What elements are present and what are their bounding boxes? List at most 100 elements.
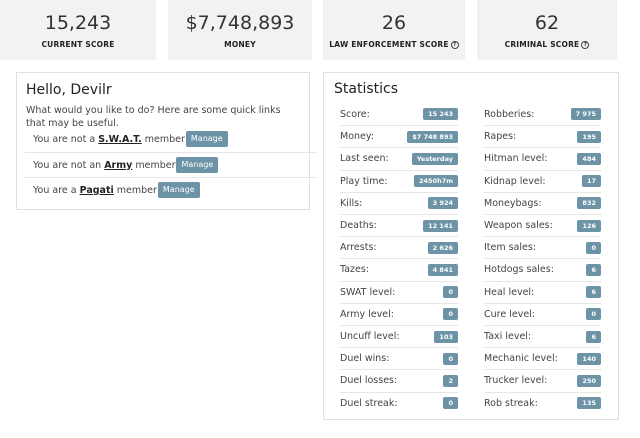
law-enforcement-score-label-wrap: LAW ENFORCEMENT SCORE?: [323, 40, 465, 49]
statistics-title: Statistics: [334, 81, 398, 97]
stat-value-badge: 103: [434, 330, 458, 343]
stat-row-rob-streak: Rob streak: 135: [484, 391, 601, 414]
stat-label: Kills:: [340, 197, 363, 209]
stat-label: Money:: [340, 131, 375, 143]
law-enforcement-score-card: 26 LAW ENFORCEMENT SCORE?: [323, 0, 465, 60]
stat-row-tazes: Tazes: 4 841: [340, 258, 458, 280]
manage-army-button[interactable]: Manage: [176, 157, 219, 173]
current-score-value: 15,243: [44, 12, 112, 34]
stat-row-hitman-level: Hitman level: 484: [484, 147, 601, 169]
stat-label: Rob streak:: [484, 397, 538, 409]
swat-link[interactable]: S.W.A.T.: [98, 133, 142, 145]
stat-value-badge: 2 626: [427, 241, 458, 254]
stat-value-badge: 195: [577, 130, 601, 143]
stat-label: Duel streak:: [340, 397, 398, 409]
stat-value-badge: 0: [443, 352, 458, 365]
statistics-panel: Statistics Score: 15 243 Money: $7 748 893 L…: [323, 72, 619, 420]
stat-row-uncuff-level: Uncuff level: 103: [340, 325, 458, 347]
stat-row-army-level: Army level: 0: [340, 302, 458, 325]
stat-value-badge: 135: [577, 397, 601, 410]
stat-row-kills: Kills: 3 924: [340, 191, 458, 214]
stat-value-badge: 12 141: [423, 219, 458, 232]
stat-label: Item sales:: [484, 242, 537, 254]
membership-suffix: member: [144, 133, 185, 145]
stat-row-swat-level: SWAT level: 0: [340, 280, 458, 303]
stat-label: Score:: [340, 108, 370, 120]
stat-value-badge: 832: [577, 197, 601, 210]
pagati-link[interactable]: Pagati: [79, 184, 114, 196]
stat-row-duel-streak: Duel streak: 0: [340, 391, 458, 414]
hello-title: Hello, Devilr: [26, 82, 112, 98]
stat-label: Play time:: [340, 175, 388, 187]
army-link[interactable]: Army: [104, 159, 133, 171]
stat-row-deaths: Deaths: 12 141: [340, 214, 458, 236]
stat-label: Army level:: [340, 308, 394, 320]
stat-row-hotdogs-sales: Hotdogs sales: 6: [484, 258, 601, 280]
current-score-label: CURRENT SCORE: [41, 40, 115, 49]
stat-row-item-sales: Item sales: 0: [484, 236, 601, 258]
stat-row-moneybags: Moneybags: 832: [484, 191, 601, 214]
stat-row-play-time: Play time: 2450h7m: [340, 169, 458, 192]
stat-value-badge: 0: [443, 397, 458, 410]
stat-row-mechanic-level: Mechanic level: 140: [484, 347, 601, 369]
stat-value-badge: 4 841: [427, 263, 458, 276]
stat-value-badge: 15 243: [423, 108, 458, 120]
stat-row-duel-wins: Duel wins: 0: [340, 347, 458, 369]
membership-suffix: member: [116, 184, 157, 196]
stat-row-kidnap-level: Kidnap level: 17: [484, 169, 601, 192]
stat-value-badge: 250: [577, 374, 601, 387]
stat-value-badge: 3 924: [427, 197, 458, 210]
stat-label: Hitman level:: [484, 153, 548, 165]
stat-row-cure-level: Cure level: 0: [484, 302, 601, 325]
membership-prefix: You are not a: [33, 133, 96, 145]
stat-value-badge: 126: [577, 219, 601, 232]
stat-value-badge: $7 748 893: [407, 130, 458, 143]
pagati-membership-row: You are a Pagati member Manage: [25, 177, 317, 202]
criminal-score-label: CRIMINAL SCORE: [504, 40, 580, 49]
stat-label: Rapes:: [484, 131, 517, 143]
stat-value-badge: 2450h7m: [413, 175, 458, 188]
criminal-score-card: 62 CRIMINAL SCORE?: [477, 0, 617, 60]
stat-row-score: Score: 15 243: [340, 103, 458, 125]
army-membership-row: You are not an Army member Manage: [25, 152, 317, 177]
current-score-card: 15,243 CURRENT SCORE: [0, 0, 156, 60]
law-enforcement-score-label: LAW ENFORCEMENT SCORE: [329, 40, 449, 49]
stat-value-badge: 484: [577, 152, 601, 165]
stat-row-rapes: Rapes: 195: [484, 125, 601, 147]
stat-value-badge: 0: [443, 286, 458, 299]
stat-value-badge: 0: [443, 308, 458, 321]
stat-label: Robberies:: [484, 108, 535, 120]
hello-panel: Hello, Devilr What would you like to do?…: [16, 72, 317, 210]
money-label: MONEY: [224, 40, 256, 49]
stat-row-robberies: Robberies: 7 975: [484, 103, 601, 125]
stat-label: Hotdogs sales:: [484, 264, 554, 276]
manage-swat-button[interactable]: Manage: [185, 131, 228, 147]
swat-membership-row: You are not a S.W.A.T. member Manage: [25, 127, 317, 151]
stat-row-weapon-sales: Weapon sales: 126: [484, 214, 601, 236]
membership-prefix: You are a: [33, 184, 77, 196]
stat-value-badge: 6: [586, 263, 601, 276]
help-icon[interactable]: ?: [450, 41, 459, 49]
stat-row-last-seen: Last seen: Yesterday: [340, 147, 458, 169]
stat-label: Heal level:: [484, 286, 535, 298]
law-enforcement-score-value: 26: [381, 12, 407, 34]
stat-value-badge: 0: [586, 308, 601, 321]
stat-row-trucker-level: Trucker level: 250: [484, 369, 601, 391]
stat-label: Mechanic level:: [484, 353, 558, 365]
stat-label: Uncuff level:: [340, 331, 400, 342]
stat-value-badge: 7 975: [570, 108, 601, 120]
stat-value-badge: Yesterday: [411, 152, 458, 165]
stat-label: Duel wins:: [340, 353, 390, 365]
stat-value-badge: 6: [586, 286, 601, 299]
help-icon[interactable]: ?: [581, 41, 590, 49]
stat-value-badge: 2: [443, 374, 458, 387]
stat-value-badge: 6: [586, 330, 601, 343]
manage-pagati-button[interactable]: Manage: [157, 182, 200, 198]
stat-label: Kidnap level:: [484, 175, 546, 187]
hello-description: What would you like to do? Here are some…: [26, 105, 281, 129]
stat-label: Arrests:: [340, 242, 377, 254]
stat-value-badge: 0: [586, 241, 601, 254]
money-value: $7,748,893: [185, 12, 295, 34]
stat-row-heal-level: Heal level: 6: [484, 280, 601, 303]
stat-label: Taxi level:: [484, 331, 532, 342]
